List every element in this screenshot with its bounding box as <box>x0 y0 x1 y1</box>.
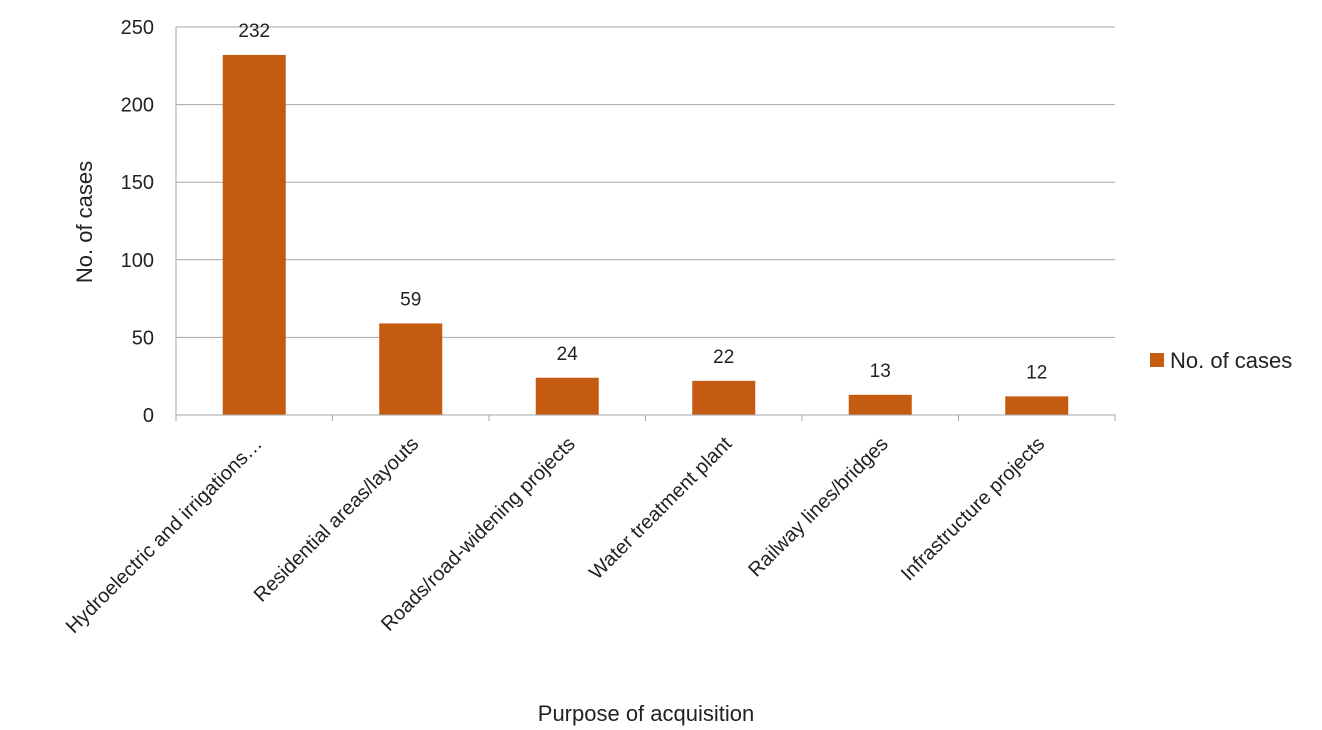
legend-label: No. of cases <box>1170 348 1292 373</box>
gridlines <box>176 26 1115 338</box>
category-label: Water treatment plant <box>585 433 736 584</box>
data-label: 232 <box>238 21 270 42</box>
bar <box>535 377 599 415</box>
axes <box>175 27 1116 421</box>
data-label: 59 <box>400 289 421 310</box>
y-tick-label: 100 <box>121 250 154 272</box>
bar <box>222 54 286 415</box>
category-label: Railway lines/bridges <box>744 433 892 581</box>
data-label: 22 <box>713 347 734 368</box>
bar <box>1005 396 1069 415</box>
y-tick-label: 50 <box>132 327 154 349</box>
y-tick-label: 0 <box>143 405 154 427</box>
category-label: Hydroelectric and irrigations… <box>62 433 267 638</box>
bar <box>379 323 443 415</box>
data-label: 12 <box>1026 362 1047 383</box>
labels: 0 50 100 150 200 250 232 Hydroelectric and irri… <box>62 17 1049 638</box>
bars <box>222 54 1069 415</box>
y-tick-label: 150 <box>121 172 154 194</box>
legend-swatch <box>1150 353 1164 367</box>
y-tick-label: 250 <box>121 17 154 39</box>
legend: No. of cases <box>1150 348 1292 373</box>
y-axis-title: No. of cases <box>72 161 97 283</box>
y-tick-label: 200 <box>121 95 154 117</box>
category-label: Residential areas/layouts <box>250 433 424 607</box>
data-label: 13 <box>870 361 891 382</box>
bar <box>692 380 756 415</box>
bar <box>848 394 912 415</box>
data-label: 24 <box>557 344 579 365</box>
x-axis-title: Purpose of acquisition <box>538 701 754 726</box>
category-label: Infrastructure projects <box>897 433 1049 585</box>
